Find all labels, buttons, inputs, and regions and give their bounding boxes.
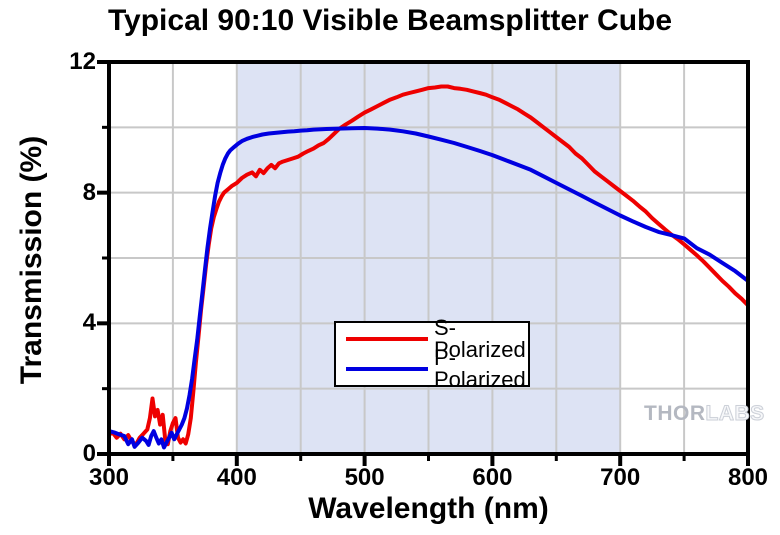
legend: S-Polarized P-Polarized: [334, 317, 530, 391]
x-tick-label: 800: [727, 464, 769, 491]
legend-label: S-Polarized: [434, 315, 526, 362]
y-tick-label: 8: [82, 178, 96, 206]
x-tick-label: 700: [600, 464, 641, 491]
legend-entry: S-Polarized: [346, 317, 526, 361]
x-tick-label: 500: [344, 464, 385, 491]
legend-label: P-Polarized: [434, 345, 526, 392]
watermark-labs: LABS: [705, 402, 765, 426]
watermark-thor: THOR: [644, 402, 706, 425]
y-tick-label: 12: [69, 48, 96, 75]
legend-line-sample: [346, 367, 428, 371]
chart-title: Typical 90:10 Visible Beamsplitter Cube: [107, 4, 673, 37]
thorlabs-watermark: THORLABS: [644, 402, 765, 426]
x-tick-label: 600: [472, 464, 513, 491]
x-tick-label: 300: [88, 464, 130, 491]
x-tick-label: 400: [216, 464, 257, 491]
legend-line-sample: [346, 337, 428, 341]
s-polarized-curve: [109, 84, 748, 447]
y-tick-label: 4: [82, 309, 96, 337]
p-polarized-curve: [109, 126, 748, 450]
legend-entry: P-Polarized: [346, 347, 526, 391]
plot-frame: [107, 60, 750, 456]
y-tick-label: 0: [82, 440, 96, 467]
x-axis-title: Wavelength (nm): [308, 492, 549, 525]
